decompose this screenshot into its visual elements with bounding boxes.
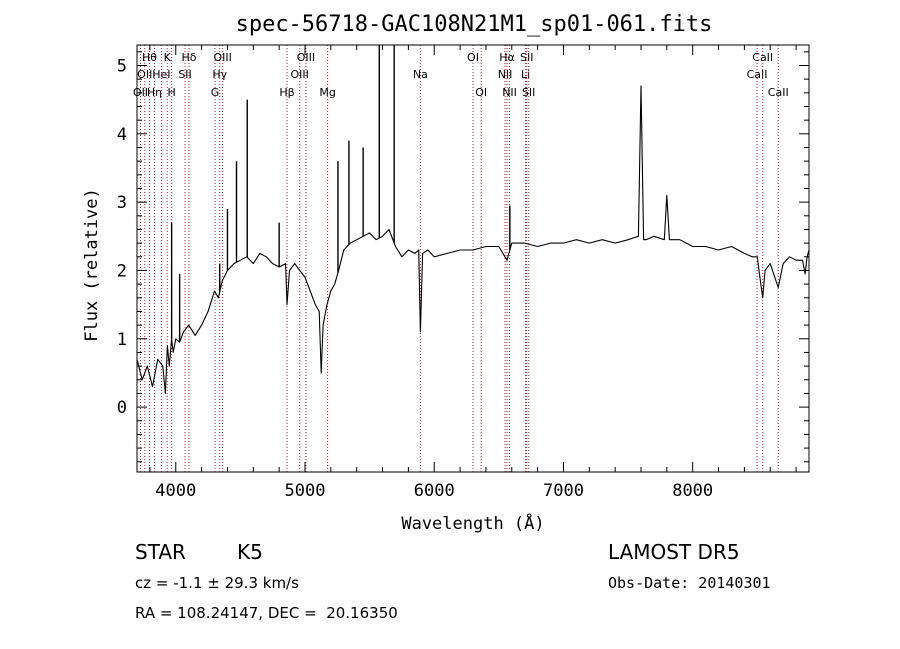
- spectrum-series: [136, 45, 810, 394]
- line-marker-label-24: SII: [522, 86, 535, 99]
- line-marker-label-3: Hη: [147, 86, 162, 99]
- line-marker-label-21: NII: [502, 86, 517, 99]
- y-tick-label-1: 1: [117, 330, 127, 350]
- line-marker-label-20: Hα: [499, 51, 515, 64]
- line-marker-label-23: SII: [520, 51, 533, 64]
- observation-date: Obs-Date: 20140301: [608, 574, 771, 592]
- y-tick-label-0: 0: [117, 398, 127, 418]
- subclass-label: K5: [237, 540, 263, 564]
- redshift-velocity: cz = -1.1 ± 29.3 km/s: [135, 574, 299, 592]
- line-marker-label-19: NII: [498, 68, 513, 81]
- y-tick-label-4: 4: [117, 125, 127, 145]
- line-marker-label-1: OII: [137, 68, 152, 81]
- line-marker-label-6: H: [167, 86, 175, 99]
- x-tick-label-5000: 5000: [285, 481, 326, 501]
- line-marker-label-16: Na: [413, 68, 428, 81]
- line-marker-label-15: Mg: [319, 86, 335, 99]
- line-marker-label-7: SII: [178, 68, 191, 81]
- x-axis-ticks: 4000 5000 6000 7000 8000: [149, 45, 797, 501]
- line-marker-label-2: Hθ: [142, 51, 157, 64]
- x-axis-label: Wavelength (Å): [401, 512, 544, 534]
- y-tick-label-3: 3: [117, 193, 127, 213]
- line-marker-label-17: OI: [467, 51, 479, 64]
- coordinates: RA = 108.24147, DEC = 20.16350: [135, 604, 398, 622]
- line-marker-label-11: OIII: [213, 51, 231, 64]
- line-markers: OIIOIIHθHηHeIKHSIIHδGHγOIIIHβOIIIOIIIMgN…: [133, 45, 789, 472]
- y-tick-label-5: 5: [117, 56, 127, 76]
- line-marker-label-5: K: [164, 51, 172, 64]
- x-tick-label-8000: 8000: [672, 481, 713, 501]
- line-marker-label-8: Hδ: [181, 51, 196, 64]
- y-tick-label-2: 2: [117, 261, 127, 281]
- line-marker-label-4: HeI: [152, 68, 170, 81]
- line-marker-label-26: CaII: [752, 51, 773, 64]
- plot-frame: [136, 44, 810, 473]
- chart-title: spec-56718-GAC108N21M1_sp01-061.fits: [236, 12, 713, 37]
- line-marker-label-10: Hγ: [212, 68, 227, 81]
- x-tick-label-6000: 6000: [414, 481, 455, 501]
- line-marker-label-12: Hβ: [279, 86, 294, 99]
- x-tick-label-7000: 7000: [543, 481, 584, 501]
- survey-label: LAMOST DR5: [608, 540, 740, 564]
- line-marker-label-18: OI: [475, 86, 487, 99]
- y-axis-ticks: 0 1 2 3 4 5: [117, 51, 809, 463]
- line-marker-label-13: OIII: [291, 68, 309, 81]
- class-label: STAR: [135, 540, 186, 564]
- line-marker-label-14: OIII: [297, 51, 315, 64]
- line-marker-label-27: CaII: [768, 86, 789, 99]
- y-axis-label: Flux (relative): [82, 188, 102, 342]
- line-marker-label-25: CaII: [747, 68, 768, 81]
- x-tick-label-4000: 4000: [155, 481, 196, 501]
- line-marker-label-22: Li: [521, 68, 530, 81]
- line-marker-label-9: G: [211, 86, 220, 99]
- spectrum-line: [136, 85, 810, 394]
